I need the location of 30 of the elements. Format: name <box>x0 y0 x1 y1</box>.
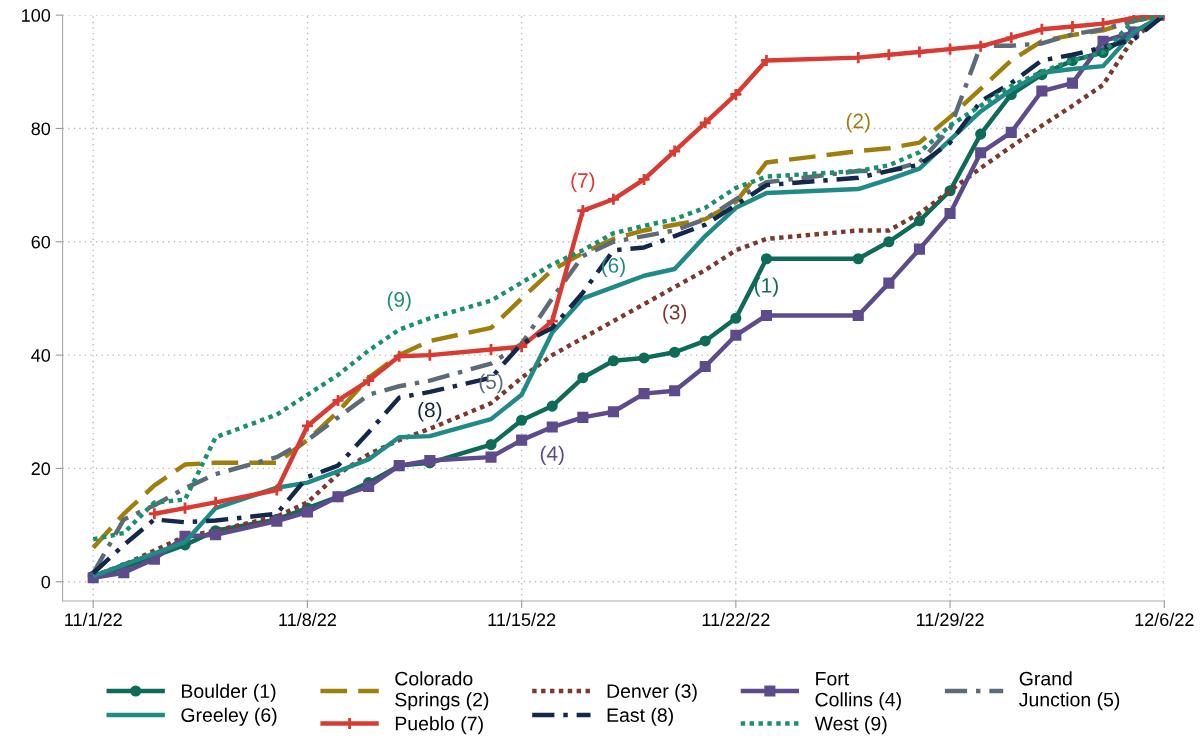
y-tick-label: 20 <box>31 462 51 476</box>
y-tick-label: 40 <box>31 349 51 362</box>
y-tick-label: 60 <box>31 235 51 249</box>
annotation: (9) <box>387 291 411 311</box>
annotation: (6) <box>602 257 625 277</box>
legend-label: West (9) <box>814 716 887 735</box>
annotation: (3) <box>663 304 687 324</box>
annotation: (1) <box>755 277 778 297</box>
legend-label: Boulder (1) <box>182 683 276 702</box>
annotation: (2) <box>846 113 870 133</box>
annotation: (5) <box>479 373 503 394</box>
annotation: (8) <box>418 402 442 422</box>
legend-label: Colorado Springs (2) <box>395 671 489 711</box>
x-tick-label: 11/22/22 <box>702 612 770 627</box>
x-tick-label: 11/8/22 <box>279 612 336 627</box>
x-tick-label: 12/6/22 <box>1135 612 1194 627</box>
legend-label: Denver (3) <box>607 683 697 702</box>
y-tick-label: 80 <box>31 122 51 136</box>
x-tick-label: 11/15/22 <box>488 612 556 627</box>
annotation: (7) <box>571 172 595 192</box>
y-tick-label: 100 <box>22 9 51 22</box>
annotation: (4) <box>540 445 564 466</box>
legend-label: Greeley (6) <box>181 707 277 726</box>
legend-label: Pueblo (7) <box>395 716 483 735</box>
legend-label: Grand Junction (5) <box>1019 671 1120 711</box>
x-tick-label: 11/29/22 <box>916 612 984 627</box>
legend-label: Fort Collins (4) <box>815 671 901 711</box>
x-tick-label: 11/1/22 <box>65 612 122 627</box>
y-tick-label: 0 <box>41 575 51 589</box>
legend-label: East (8) <box>607 707 673 726</box>
